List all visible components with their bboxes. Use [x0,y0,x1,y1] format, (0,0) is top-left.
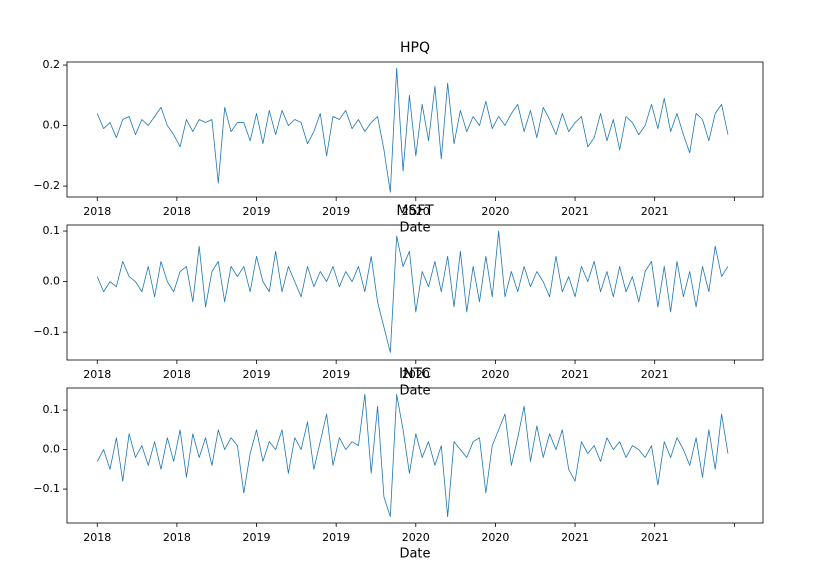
x-tick-label: 2019 [243,205,271,218]
x-tick-label: 2020 [402,531,430,544]
x-tick-label: 2018 [163,368,191,381]
y-tick-label: 0.1 [43,403,61,416]
y-tick-label: 0.0 [43,119,61,132]
x-tick-label: 2019 [243,368,271,381]
x-axis-label: Date [399,547,430,562]
x-tick-label: 2020 [481,368,509,381]
x-axis-label: Date [399,384,430,399]
x-tick-label: 2021 [641,531,669,544]
x-tick-label: 2020 [481,205,509,218]
x-axis-label: Date [399,221,430,236]
x-tick-label: 2019 [322,205,350,218]
x-tick-label: 2020 [481,531,509,544]
x-tick-label: 2019 [243,531,271,544]
y-tick-label: 0.1 [43,224,61,237]
y-tick-label: 0.0 [43,275,61,288]
y-tick-label: −0.1 [33,482,60,495]
data-line [96,67,729,193]
y-tick-label: −0.2 [33,179,60,192]
x-tick-label: 2018 [83,368,111,381]
y-tick-label: 0.0 [43,443,61,456]
chart-title: INTC [399,366,431,382]
x-tick-label: 2019 [322,368,350,381]
x-tick-label: 2018 [163,531,191,544]
x-tick-label: 2018 [163,205,191,218]
x-tick-label: 2021 [561,205,589,218]
axes-frame [66,61,764,198]
axes-frame [66,224,764,361]
axes-frame [66,387,764,524]
y-tick-label: −0.1 [33,325,60,338]
x-tick-label: 2021 [561,531,589,544]
data-line [96,230,729,353]
chart-title: MSFT [396,203,434,219]
data-line [96,393,729,518]
chart-title: HPQ [400,40,430,56]
x-tick-label: 2021 [561,368,589,381]
x-tick-label: 2020 [402,368,430,381]
x-tick-label: 2018 [83,531,111,544]
x-tick-label: 2020 [402,205,430,218]
y-tick-label: 0.2 [43,58,61,71]
x-tick-label: 2021 [641,205,669,218]
x-tick-label: 2021 [641,368,669,381]
x-tick-label: 2018 [83,205,111,218]
x-tick-label: 2019 [322,531,350,544]
